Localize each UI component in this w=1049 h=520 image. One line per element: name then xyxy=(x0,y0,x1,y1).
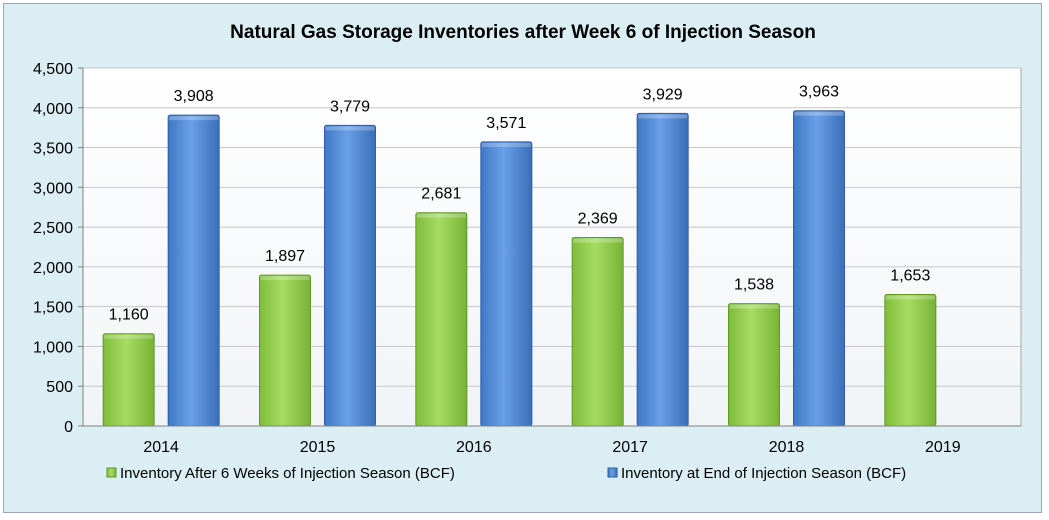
legend-swatch-after-6-weeks xyxy=(106,467,117,478)
bar-highlight xyxy=(885,295,935,300)
y-tick-label: 2,500 xyxy=(33,220,73,237)
bar-highlight xyxy=(573,238,623,243)
y-tick-label: 500 xyxy=(46,379,73,396)
data-labels: 1,160 3,908 1,897 3,779 2,681 3,571 2,369 3,929… xyxy=(109,84,931,324)
y-tick-label: 2,000 xyxy=(33,260,73,277)
y-tick-label: 1,500 xyxy=(33,300,73,317)
axes: 0 500 1,000 1,500 2,000 2,500 3,000 3,500 4,000 4… xyxy=(33,61,1021,456)
bar-after-6-weeks-2017 xyxy=(571,237,624,427)
legend-label-end-of-season: Inventory at End of Injection Season (BC… xyxy=(621,465,906,482)
x-tick-label: 2014 xyxy=(143,439,179,456)
bars xyxy=(102,110,937,427)
data-label: 3,571 xyxy=(486,115,526,132)
bar-after-6-weeks-2015 xyxy=(259,274,311,427)
plot-background xyxy=(82,67,1022,427)
bar-after-6-weeks-2018 xyxy=(728,303,780,427)
data-label: 3,929 xyxy=(643,86,683,103)
x-tick-label: 2019 xyxy=(925,439,961,456)
data-label: 1,897 xyxy=(265,248,305,265)
x-tick-label: 2018 xyxy=(769,439,805,456)
bar-after-6-weeks-2014 xyxy=(102,333,155,427)
bar-highlight xyxy=(260,276,310,281)
y-tick-label: 1,000 xyxy=(33,339,73,356)
y-tick-label: 4,500 xyxy=(33,61,73,78)
legend-swatch-end-of-season xyxy=(607,467,618,478)
bar-end-of-season-2015 xyxy=(324,124,376,427)
y-tick-label: 4,000 xyxy=(33,101,73,118)
bar-end-of-season-2018 xyxy=(793,110,845,427)
data-label: 1,653 xyxy=(890,267,930,284)
data-label: 2,369 xyxy=(578,211,618,228)
x-tick-label: 2015 xyxy=(300,439,336,456)
data-label: 1,538 xyxy=(734,277,774,294)
bar-highlight xyxy=(638,114,688,119)
bar-end-of-season-2017 xyxy=(636,112,689,427)
bar-after-6-weeks-2019 xyxy=(884,293,937,427)
data-label: 3,908 xyxy=(174,88,214,105)
y-tick-label: 3,500 xyxy=(33,141,73,158)
y-tick-label: 3,000 xyxy=(33,180,73,197)
legend-label-after-6-weeks: Inventory After 6 Weeks of Injection Sea… xyxy=(120,465,455,482)
chart-title: Natural Gas Storage Inventories after We… xyxy=(230,22,816,43)
data-label: 2,681 xyxy=(421,186,461,203)
x-tick-label: 2017 xyxy=(612,439,648,456)
plot-area xyxy=(82,67,1022,427)
gridlines xyxy=(83,67,1021,387)
bar-highlight xyxy=(104,334,154,339)
bar-after-6-weeks-2016 xyxy=(415,212,468,427)
legend: Inventory After 6 Weeks of Injection Sea… xyxy=(106,465,906,482)
chart-svg: Natural Gas Storage Inventories after We… xyxy=(33,22,1022,482)
bar-highlight xyxy=(794,111,844,116)
bar-highlight xyxy=(416,213,466,218)
data-label: 1,160 xyxy=(109,307,149,324)
chart-frame: Natural Gas Storage Inventories after We… xyxy=(3,3,1042,513)
bar-end-of-season-2016 xyxy=(480,141,533,427)
bar-highlight xyxy=(169,116,219,121)
x-tick-label: 2016 xyxy=(456,439,492,456)
bar-highlight xyxy=(481,142,531,147)
y-tick-label: 0 xyxy=(64,419,73,436)
bar-end-of-season-2014 xyxy=(167,114,220,427)
bar-highlight xyxy=(729,304,779,309)
data-label: 3,779 xyxy=(330,98,370,115)
bar-highlight xyxy=(325,126,375,131)
data-label: 3,963 xyxy=(799,84,839,101)
